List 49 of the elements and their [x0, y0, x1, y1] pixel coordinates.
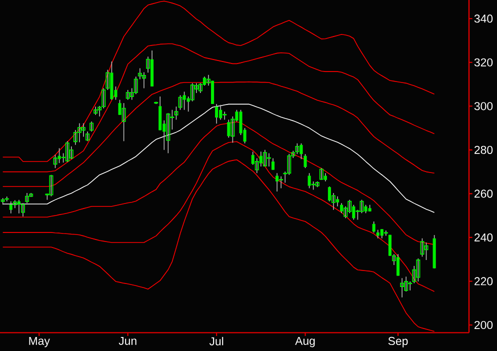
- y-tick-label: 320: [474, 58, 493, 66]
- candlestick: [182, 91, 186, 110]
- x-tick-label: Aug: [295, 336, 315, 348]
- candlestick: [215, 104, 218, 124]
- y-tick-label: 300: [474, 102, 493, 110]
- y-tick-label: 220: [474, 277, 493, 286]
- candlestick: [328, 186, 332, 202]
- candlestick: [210, 80, 214, 104]
- y-tick-label: 200: [474, 320, 493, 330]
- candlestick: [227, 119, 230, 138]
- candlestick: [53, 154, 58, 168]
- candlestick: [295, 142, 300, 154]
- candlestick: [20, 202, 25, 217]
- candlestick: [142, 72, 146, 89]
- candlestick: [219, 104, 222, 120]
- candlestick: [400, 278, 404, 298]
- candlestick: [69, 146, 74, 160]
- candlestick: [94, 106, 98, 116]
- x-tick-label: Jul: [209, 336, 224, 346]
- candlestick: [90, 121, 94, 132]
- candlestick: [122, 102, 126, 142]
- candlestick: [276, 172, 279, 192]
- x-tick-label: Sep: [388, 336, 408, 348]
- y-tick-label: 280: [474, 146, 493, 154]
- candlestick: [319, 168, 324, 180]
- candlestick: [77, 122, 82, 143]
- candlestick: [396, 254, 400, 276]
- candlestick: [190, 82, 194, 102]
- candlestick: [271, 158, 275, 170]
- candlestick: [49, 174, 54, 197]
- candlestick: [416, 258, 420, 282]
- candlestick: [166, 112, 170, 154]
- y-tick-label: 260: [474, 190, 493, 198]
- candlestick: [340, 202, 344, 214]
- candlestick: [222, 111, 227, 120]
- x-tick-label: Jun: [118, 336, 136, 345]
- x-tick-label: May: [29, 336, 50, 348]
- y-tick-label: 340: [474, 14, 493, 23]
- candlestick: [262, 150, 267, 167]
- candlestick: [348, 199, 352, 214]
- y-tick-label: 240: [474, 233, 493, 242]
- candlestick: [424, 242, 428, 260]
- candlestick: [178, 94, 182, 110]
- candlestick: [420, 238, 424, 258]
- candlestick: [65, 140, 70, 162]
- candlestick: [372, 221, 376, 234]
- candlestick: [126, 90, 130, 100]
- candlestick: [25, 192, 30, 204]
- candlestick: [304, 154, 307, 168]
